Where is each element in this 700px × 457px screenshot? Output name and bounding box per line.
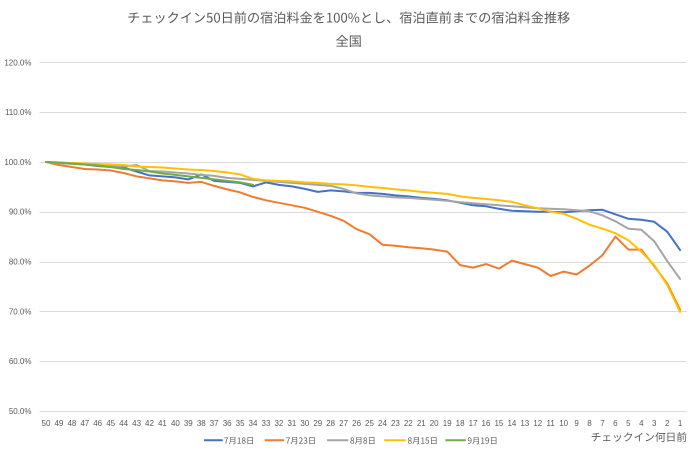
svg-text:2: 2 <box>665 419 670 428</box>
svg-text:34: 34 <box>249 419 258 428</box>
svg-text:48: 48 <box>67 419 76 428</box>
svg-text:37: 37 <box>210 419 219 428</box>
svg-text:27: 27 <box>339 419 348 428</box>
svg-text:30: 30 <box>300 419 309 428</box>
svg-text:23: 23 <box>391 419 400 428</box>
svg-text:7: 7 <box>600 419 605 428</box>
svg-text:10: 10 <box>559 419 568 428</box>
svg-text:100.0%: 100.0% <box>4 158 31 167</box>
svg-text:12: 12 <box>533 419 542 428</box>
svg-text:90.0%: 90.0% <box>9 208 32 217</box>
svg-text:31: 31 <box>287 419 296 428</box>
svg-text:20: 20 <box>430 419 439 428</box>
svg-text:17: 17 <box>469 419 478 428</box>
svg-text:43: 43 <box>132 419 141 428</box>
svg-text:80.0%: 80.0% <box>9 258 32 267</box>
svg-text:36: 36 <box>223 419 232 428</box>
svg-text:45: 45 <box>106 419 115 428</box>
svg-text:70.0%: 70.0% <box>9 307 32 316</box>
svg-text:22: 22 <box>404 419 413 428</box>
svg-text:4: 4 <box>639 419 644 428</box>
svg-text:14: 14 <box>507 419 516 428</box>
svg-text:21: 21 <box>417 419 426 428</box>
svg-text:18: 18 <box>456 419 465 428</box>
svg-text:8: 8 <box>587 419 592 428</box>
svg-text:120.0%: 120.0% <box>4 58 31 67</box>
svg-text:9: 9 <box>574 419 579 428</box>
svg-text:11: 11 <box>547 419 556 428</box>
svg-text:25: 25 <box>365 419 374 428</box>
svg-text:26: 26 <box>352 419 361 428</box>
svg-text:15: 15 <box>494 419 503 428</box>
svg-text:47: 47 <box>80 419 89 428</box>
svg-text:50.0%: 50.0% <box>9 407 32 416</box>
svg-text:46: 46 <box>93 419 102 428</box>
svg-text:35: 35 <box>236 419 245 428</box>
svg-text:5: 5 <box>626 419 631 428</box>
svg-text:6: 6 <box>613 419 618 428</box>
svg-text:42: 42 <box>145 419 154 428</box>
svg-text:19: 19 <box>443 419 452 428</box>
svg-text:32: 32 <box>274 419 283 428</box>
svg-text:28: 28 <box>326 419 335 428</box>
svg-text:16: 16 <box>482 419 491 428</box>
svg-text:41: 41 <box>158 419 167 428</box>
svg-text:110.0%: 110.0% <box>5 108 32 117</box>
svg-text:44: 44 <box>119 419 128 428</box>
svg-text:60.0%: 60.0% <box>9 357 32 366</box>
svg-text:24: 24 <box>378 419 387 428</box>
svg-text:29: 29 <box>313 419 322 428</box>
svg-text:49: 49 <box>54 419 63 428</box>
svg-text:38: 38 <box>197 419 206 428</box>
svg-text:3: 3 <box>652 419 657 428</box>
svg-text:40: 40 <box>171 419 180 428</box>
svg-text:13: 13 <box>520 419 529 428</box>
svg-text:39: 39 <box>184 419 193 428</box>
svg-text:1: 1 <box>678 419 683 428</box>
svg-text:33: 33 <box>262 419 271 428</box>
svg-text:50: 50 <box>42 419 51 428</box>
